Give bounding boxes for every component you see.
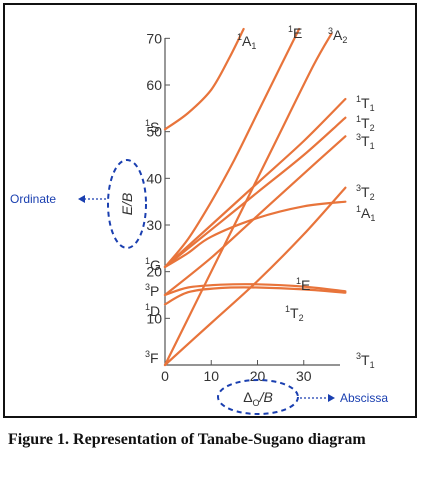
series-label-1E-8: 1E [296, 276, 310, 293]
y-tick-label: 40 [146, 170, 162, 186]
abscissa-highlight-ellipse [217, 379, 299, 415]
series-line-1T1-3 [163, 97, 347, 269]
x-tick-label: 20 [250, 368, 266, 384]
x-tick-label: 30 [296, 368, 312, 384]
y-tick-label: 70 [146, 30, 162, 46]
figure-caption: Figure 1. Representation of Tanabe-Sugan… [8, 431, 366, 448]
series-label-3T2-6: 3T2 [356, 183, 375, 202]
series-line-1A1-7 [163, 200, 347, 269]
series-label-1T2-4: 1T2 [356, 114, 375, 133]
abscissa-label: Abscissa [340, 391, 388, 405]
y-tick-label: 30 [146, 217, 162, 233]
y-tick-label: 10 [146, 310, 162, 326]
series-label-1E-1: 1E [288, 24, 302, 41]
free-ion-term-1S: 1S [145, 118, 159, 135]
free-ion-term-3P: 3P [145, 282, 159, 299]
series-line-1A1-0 [163, 27, 245, 131]
y-tick-label: 20 [146, 264, 162, 280]
y-tick-label: 50 [146, 124, 162, 140]
free-ion-term-1G: 1G [145, 256, 161, 273]
series-label-1A1-0: 1A1 [237, 32, 256, 51]
ordinate-highlight-ellipse [107, 159, 147, 249]
series-label-3T1-5: 3T1 [356, 132, 375, 151]
abscissa-arrow-head [328, 394, 335, 402]
figure-frame [3, 3, 417, 418]
series-line-1E-8 [163, 283, 347, 297]
series-line-1T2-4 [163, 116, 347, 269]
x-tick-label: 0 [161, 368, 169, 384]
x-axis-label: ΔO/B [243, 389, 273, 408]
series-line-3T2-6 [163, 186, 347, 367]
y-tick-label: 60 [146, 77, 162, 93]
series-label-3T1-10: 3T1 [356, 351, 375, 370]
series-label-3A2-2: 3A2 [328, 26, 347, 45]
free-ion-term-1D: 1D [145, 302, 160, 319]
series-line-1E-1 [163, 27, 301, 269]
series-label-1T1-3: 1T1 [356, 94, 375, 113]
ordinate-label: Ordinate [10, 192, 56, 206]
series-label-1T2-9: 1T2 [285, 304, 304, 323]
series-line-1T2-9 [163, 286, 347, 306]
series-label-1A1-7: 1A1 [356, 204, 375, 223]
ordinate-arrow-head [78, 195, 85, 203]
x-tick-label: 10 [203, 368, 219, 384]
free-ion-term-3F: 3F [145, 349, 159, 366]
series-line-3T1-5 [163, 135, 347, 297]
y-axis-label: E/B [119, 193, 135, 216]
